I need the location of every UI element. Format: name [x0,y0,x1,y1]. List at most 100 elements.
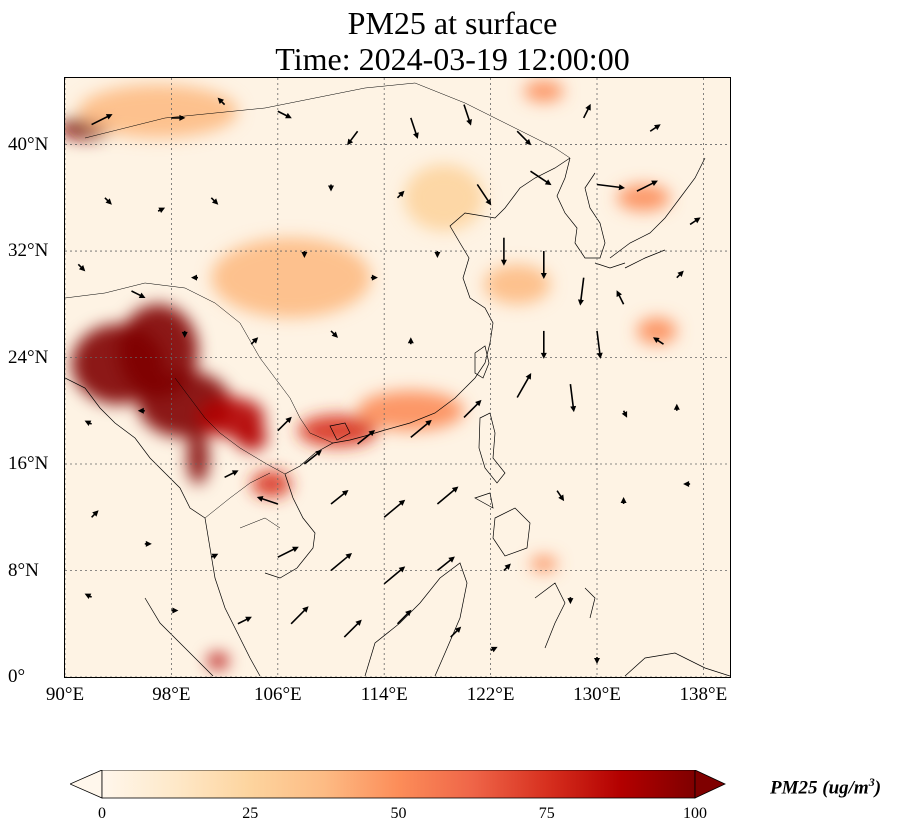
wind-arrow [137,407,145,414]
colorbar-tick-label: 25 [242,805,259,822]
colorbar-tick-label: 50 [390,805,407,822]
map-panel[interactable] [64,77,731,678]
wind-arrow [653,337,664,345]
lon-tick-label: 130°E [573,684,621,705]
wind-arrow [383,499,406,518]
wind-arrow [436,486,459,505]
pm25-hotspot [78,84,238,138]
wind-arrow [370,274,378,281]
wind-arrow [582,103,591,119]
colorbar-tick-label: 100 [683,805,707,822]
wind-arrow [540,330,547,359]
lon-tick-label: 138°E [679,684,728,705]
wind-arrow [383,566,406,585]
wind-arrow [277,546,299,558]
lat-tick-label: 40°N [8,133,49,155]
wind-arrow [516,130,532,146]
wind-arrow [596,183,625,191]
wind-arrow [616,290,625,305]
wind-arrow [396,190,405,199]
wind-arrow [516,372,532,398]
wind-arrow [434,251,441,259]
wind-arrow [343,619,362,638]
wind-arrow [210,197,219,205]
wind-arrow [84,420,92,426]
wind-arrow [407,337,414,345]
lat-tick-label: 16°N [8,453,49,475]
wind-arrow [191,274,198,281]
wind-arrow [567,597,574,605]
wind-arrow [689,217,701,226]
wind-arrow [256,496,279,505]
wind-arrow [330,489,349,505]
lon-tick-label: 106°E [253,684,302,705]
wind-arrow [181,330,188,338]
lon-tick-label: 98°E [152,684,191,705]
lon-tick-label: 114°E [360,684,408,705]
wind-arrow [303,450,322,465]
colorbar-min-extend [70,770,103,799]
coastline-sumatra [144,597,214,677]
colorbar-tick-label: 75 [538,805,555,822]
wind-arrow [540,251,547,280]
colorbar-ramp [101,770,696,799]
coastline-mindanao [474,492,531,557]
colorbar-max-extend [694,770,726,799]
coastline-borneo [364,562,468,677]
wind-arrow [569,384,577,413]
wind-arrow [347,130,359,146]
coastline-sulawesi [534,582,596,649]
pm25-hotspot [483,264,551,305]
wind-arrow [621,410,628,418]
wind-arrow [410,419,432,439]
wind-arrow [210,553,219,560]
coastline-china [284,157,571,475]
map-title: PM25 at surface [347,5,558,41]
wind-arrow [91,510,99,518]
coastline-malaya [204,517,261,677]
wind-arrow [463,399,482,418]
wind-arrow [131,290,146,298]
wind-arrow [530,170,552,186]
gridlines [65,78,730,677]
wind-arrow [224,470,239,479]
wind-arrow [77,263,86,272]
wind-arrow [301,251,308,259]
coastline-japan [594,157,706,269]
wind-arrow [157,207,166,213]
colorbar-tick-label: 0 [98,805,106,822]
wind-arrow [91,114,113,126]
coastline-luzon [478,412,506,484]
lon-tick-label: 122°E [466,684,515,705]
pm25-hotspot [297,414,378,447]
wind-arrow [683,480,691,487]
wind-arrow [503,563,511,572]
lon-tick-label: 90°E [45,684,85,705]
pm25-hotspot [636,317,677,345]
wind-arrow [594,657,600,665]
wind-arrow [144,540,152,547]
map-subtitle: Time: 2024-03-19 12:00:00 [275,41,630,77]
wind-arrow [328,184,334,192]
wind-arrow [636,180,658,192]
pm25-hotspot [211,237,371,318]
wind-arrow [649,124,661,132]
wind-arrow [84,593,92,599]
lat-tick-label: 8°N [8,559,39,581]
wind-arrow [476,184,492,206]
coastline-newguinea [624,652,730,677]
pm25-hotspot [616,184,671,212]
colorbar-label: PM25 (ug/m3) [770,775,881,799]
lat-tick-label: 32°N [8,240,49,262]
coastlines [65,157,730,677]
coastline-vietnam [264,473,316,579]
colorbar-label-end: ) [874,777,882,799]
pm25-hotspot [235,424,268,451]
pm25-hotspot [404,164,484,232]
wind-arrow [171,114,186,121]
country-borders [65,82,571,529]
colorbar-label-sup: 3 [868,775,875,789]
pm25-hotspot [187,430,209,484]
pm25-field [65,80,677,670]
wind-arrow [410,117,419,139]
